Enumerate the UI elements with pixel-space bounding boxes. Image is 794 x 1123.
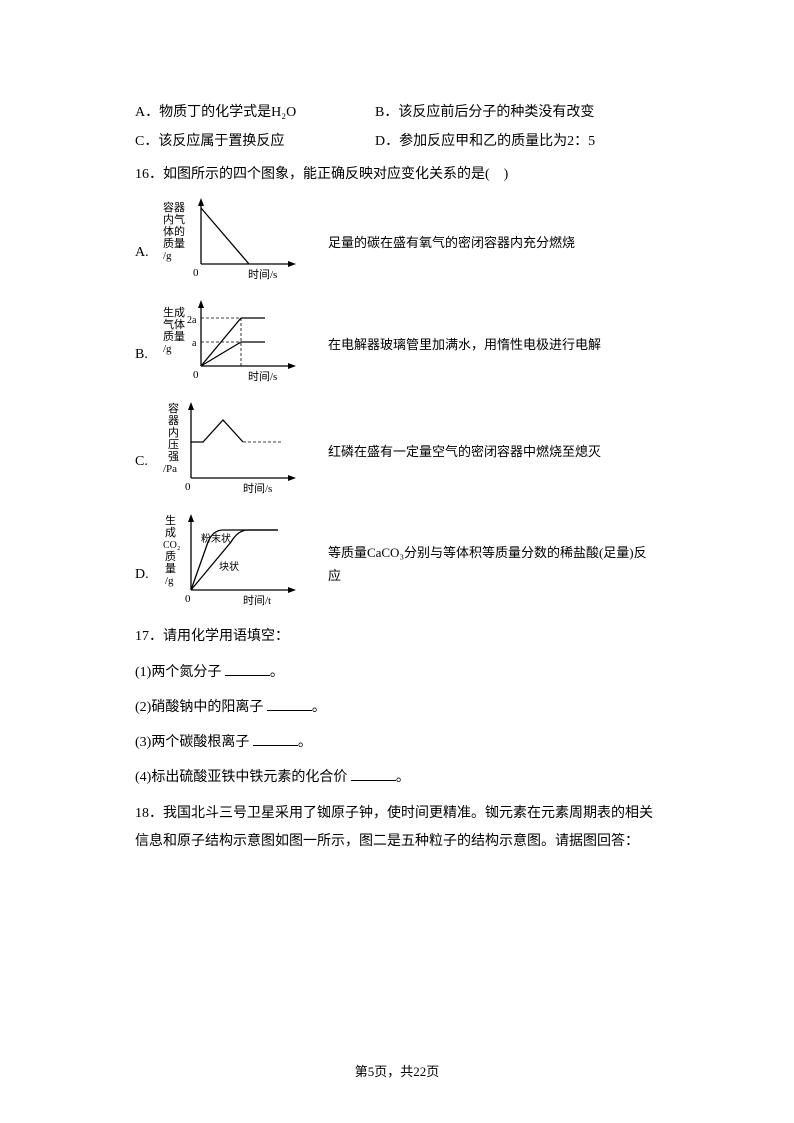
blank-2 bbox=[267, 695, 312, 711]
svg-text:0: 0 bbox=[185, 593, 191, 605]
svg-text:时间/s: 时间/s bbox=[248, 268, 277, 281]
svg-text:2a: 2a bbox=[187, 315, 197, 326]
svg-text:0: 0 bbox=[193, 369, 199, 381]
optC-label: C. bbox=[135, 429, 163, 474]
q17-p2: (2)硝酸钠中的阳离子 。 bbox=[135, 695, 659, 720]
q15-options-row2: C．该反应属于置换反应 D．参加反应甲和乙的质量比为2：5 bbox=[135, 129, 659, 154]
q17-p4-text: (4)标出硫酸亚铁中铁元素的化合价 bbox=[135, 770, 351, 785]
svg-text:强: 强 bbox=[168, 451, 179, 463]
svg-text:CO₂: CO₂ bbox=[163, 540, 180, 551]
q17-p3-text: (3)两个碳酸根离子 bbox=[135, 735, 253, 750]
optA-label: A. bbox=[135, 220, 163, 265]
svg-text:时间/t: 时间/t bbox=[243, 594, 271, 607]
q15-optA: A．物质丁的化学式是H₂O bbox=[135, 100, 375, 125]
q16-optA: A. 容器 内气 体的 质量 /g 0 时间/s 足量的碳在盛有氧气的密闭容器内… bbox=[135, 196, 659, 290]
q15-optB: B．该反应前后分子的种类没有改变 bbox=[375, 100, 655, 125]
svg-text:生: 生 bbox=[165, 513, 176, 527]
svg-text:质量: 质量 bbox=[163, 237, 185, 250]
optA-desc: 足量的碳在盛有氧气的密闭容器内充分燃烧 bbox=[313, 231, 575, 254]
q17-p2-text: (2)硝酸钠中的阳离子 bbox=[135, 700, 267, 715]
svg-text:/g: /g bbox=[163, 250, 172, 262]
chart-C: 容 器 内 压 强 /Pa 0 时间/s bbox=[163, 400, 313, 504]
svg-text:/g: /g bbox=[165, 575, 174, 587]
q17-p4-end: 。 bbox=[396, 770, 410, 785]
optB-desc: 在电解器玻璃管里加满水，用惰性电极进行电解 bbox=[313, 333, 601, 356]
optD-desc: 等质量CaCO₃分别与等体积等质量分数的稀盐酸(足量)反应 bbox=[313, 541, 659, 588]
svg-text:气体: 气体 bbox=[163, 317, 185, 331]
svg-text:时间/s: 时间/s bbox=[243, 482, 272, 495]
q17-p2-end: 。 bbox=[312, 700, 326, 715]
q16-optD: D. 生 成 CO₂ 质 量 /g 粉末状 块状 0 时间/t 等质量CaCO₃… bbox=[135, 512, 659, 616]
svg-text:0: 0 bbox=[193, 267, 199, 279]
svg-text:质量: 质量 bbox=[163, 330, 185, 343]
q15-optD: D．参加反应甲和乙的质量比为2：5 bbox=[375, 129, 655, 154]
svg-text:量: 量 bbox=[165, 562, 176, 575]
q17-stem: 17．请用化学用语填空： bbox=[135, 624, 659, 649]
svg-text:压: 压 bbox=[168, 438, 179, 451]
chart-A: 容器 内气 体的 质量 /g 0 时间/s bbox=[163, 196, 313, 290]
blank-1 bbox=[225, 660, 270, 676]
q18-stem: 18．我国北斗三号卫星采用了铷原子钟，使时间更精准。铷元素在元素周期表的相关信息… bbox=[135, 800, 659, 856]
chart-D: 生 成 CO₂ 质 量 /g 粉末状 块状 0 时间/t bbox=[163, 512, 313, 616]
optC-desc: 红磷在盛有一定量空气的密闭容器中燃烧至熄灭 bbox=[313, 440, 601, 463]
q15-optC: C．该反应属于置换反应 bbox=[135, 129, 375, 154]
svg-text:内: 内 bbox=[168, 425, 179, 439]
chart-B: 生成 气体 质量 /g 2a a 0 时间/s bbox=[163, 298, 313, 392]
svg-text:/g: /g bbox=[163, 343, 172, 355]
page-footer: 第5页，共22页 bbox=[0, 1060, 794, 1083]
q17-p1: (1)两个氮分子 。 bbox=[135, 660, 659, 685]
optB-label: B. bbox=[135, 322, 163, 367]
svg-text:成: 成 bbox=[165, 526, 176, 539]
optD-label: D. bbox=[135, 542, 163, 587]
svg-text:器: 器 bbox=[168, 414, 179, 427]
svg-text:时间/s: 时间/s bbox=[248, 370, 277, 383]
q17-p3: (3)两个碳酸根离子 。 bbox=[135, 730, 659, 755]
q17-p3-end: 。 bbox=[298, 735, 312, 750]
svg-text:容: 容 bbox=[168, 401, 179, 415]
svg-text:体的: 体的 bbox=[163, 224, 185, 238]
q16-optB: B. 生成 气体 质量 /g 2a a 0 时间/s 在电解器玻璃管里加满水，用… bbox=[135, 298, 659, 392]
q17-p1-end: 。 bbox=[270, 665, 284, 680]
svg-text:/Pa: /Pa bbox=[163, 463, 177, 475]
svg-text:生成: 生成 bbox=[163, 305, 185, 319]
blank-3 bbox=[253, 730, 298, 746]
svg-text:内气: 内气 bbox=[163, 212, 185, 226]
svg-text:容器: 容器 bbox=[163, 200, 185, 214]
blank-4 bbox=[351, 765, 396, 781]
q17-p4: (4)标出硫酸亚铁中铁元素的化合价 。 bbox=[135, 765, 659, 790]
svg-text:质: 质 bbox=[165, 550, 176, 563]
q16-stem: 16．如图所示的四个图象，能正确反映对应变化关系的是( ) bbox=[135, 162, 659, 187]
q17-p1-text: (1)两个氮分子 bbox=[135, 665, 225, 680]
svg-text:a: a bbox=[192, 338, 197, 349]
svg-text:0: 0 bbox=[185, 481, 191, 493]
q15-options-row1: A．物质丁的化学式是H₂O B．该反应前后分子的种类没有改变 bbox=[135, 100, 659, 125]
svg-text:粉末状: 粉末状 bbox=[201, 532, 231, 545]
svg-text:块状: 块状 bbox=[219, 560, 239, 573]
q16-optC: C. 容 器 内 压 强 /Pa 0 时间/s 红磷在盛有一定量空气的密闭容器中… bbox=[135, 400, 659, 504]
